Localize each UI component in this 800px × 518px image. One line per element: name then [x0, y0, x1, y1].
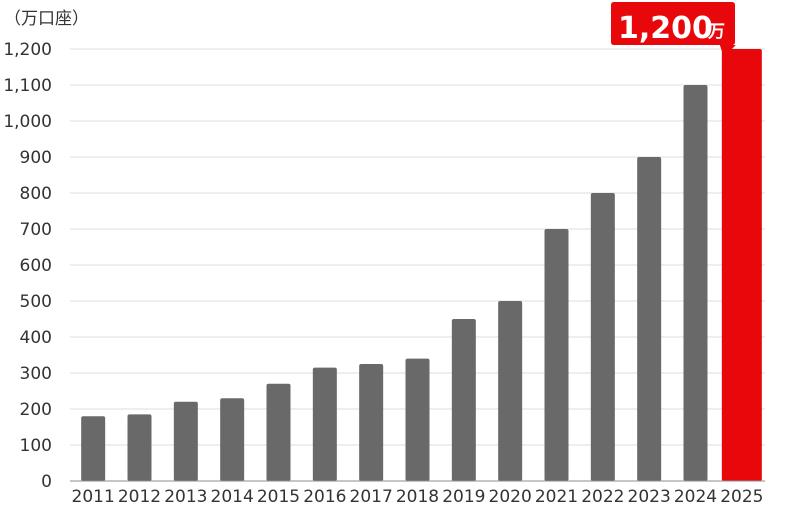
bar: [359, 364, 384, 481]
y-tick-label: 800: [20, 184, 52, 204]
x-tick-label: 2022: [581, 487, 624, 507]
bar: [451, 319, 476, 481]
callout-value: 1,200: [618, 11, 713, 46]
y-tick-label: 600: [20, 256, 52, 276]
x-tick-label: 2023: [628, 487, 671, 507]
bar: [405, 358, 430, 481]
bar: [544, 229, 569, 481]
x-tick-label: 2020: [489, 487, 532, 507]
y-tick-label: 400: [20, 328, 52, 348]
x-axis-ticks: 2011 2012 2013 2014 2015 2016 2017 2018 2019 2020…: [72, 487, 764, 507]
y-tick-label: 300: [20, 364, 52, 384]
y-tick-label: 100: [20, 436, 52, 456]
bar: [590, 193, 615, 481]
x-tick-label: 2025: [720, 487, 763, 507]
bar: [81, 416, 106, 481]
x-tick-label: 2019: [442, 487, 485, 507]
bar: [637, 157, 662, 481]
y-tick-label: 700: [20, 220, 52, 240]
x-tick-label: 2012: [118, 487, 161, 507]
y-axis-ticks: 0 100 200 300 400 500 600 700 800 900 1,000 1,100 1,…: [3, 40, 52, 492]
x-tick-label: 2011: [72, 487, 115, 507]
y-tick-label: 1,000: [3, 112, 52, 132]
y-tick-label: 500: [20, 292, 52, 312]
callout-unit: 万: [707, 22, 725, 42]
y-axis-unit-label: （万口座）: [4, 9, 89, 29]
bar: [220, 398, 245, 481]
x-tick-label: 2014: [211, 487, 254, 507]
x-tick-label: 2018: [396, 487, 439, 507]
x-tick-label: 2016: [303, 487, 346, 507]
x-tick-label: 2021: [535, 487, 578, 507]
y-tick-label: 1,200: [3, 40, 52, 60]
bar: [127, 414, 152, 481]
bar: [312, 367, 337, 481]
callout-background: [611, 2, 736, 57]
bars: [81, 49, 762, 481]
x-tick-label: 2017: [350, 487, 393, 507]
y-tick-label: 1,100: [3, 76, 52, 96]
x-tick-label: 2024: [674, 487, 717, 507]
y-tick-label: 900: [20, 148, 52, 168]
bar: [266, 383, 291, 481]
y-tick-label: 0: [41, 472, 52, 492]
bar: [498, 301, 523, 481]
highlight-callout: 1,200 万: [611, 2, 736, 57]
x-tick-label: 2013: [164, 487, 207, 507]
bar-highlight: [721, 49, 762, 481]
bar: [173, 401, 198, 481]
bar: [683, 85, 708, 481]
x-tick-label: 2015: [257, 487, 300, 507]
y-tick-label: 200: [20, 400, 52, 420]
